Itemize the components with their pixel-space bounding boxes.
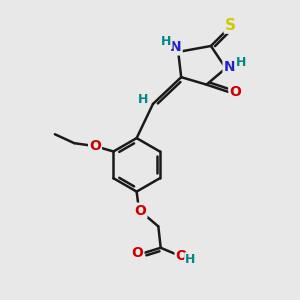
Text: O: O	[132, 245, 143, 260]
Text: N: N	[170, 40, 182, 55]
Text: O: O	[89, 139, 101, 153]
Text: S: S	[225, 18, 236, 33]
Text: O: O	[176, 249, 188, 263]
Text: N: N	[224, 60, 235, 74]
Text: O: O	[135, 204, 146, 218]
Text: H: H	[138, 93, 148, 106]
Text: H: H	[161, 35, 172, 48]
Text: H: H	[236, 56, 246, 69]
Text: H: H	[185, 253, 196, 266]
Text: O: O	[230, 85, 241, 99]
